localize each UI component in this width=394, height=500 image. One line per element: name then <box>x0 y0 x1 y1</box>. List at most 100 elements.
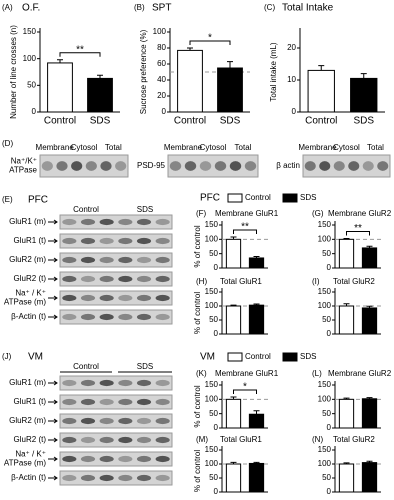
y-tick-label: 20 <box>157 91 166 100</box>
panel-label: (K) <box>196 369 207 378</box>
group-header: SDS <box>137 205 153 214</box>
x-tick-label: SDS <box>353 116 374 127</box>
y-tick-label: 50 <box>322 315 331 324</box>
blot-band <box>118 398 133 406</box>
y-tick-label: 60 <box>157 59 166 68</box>
significance: ** <box>241 222 249 233</box>
error-bar <box>366 397 373 399</box>
blot-band <box>136 398 152 406</box>
chart-title: Total GluR1 <box>220 435 262 444</box>
blot-band <box>99 313 114 321</box>
column-header: Membrane <box>298 143 337 152</box>
y-tick-label: 100 <box>318 394 332 403</box>
blot-band <box>80 313 96 321</box>
bar <box>225 463 242 493</box>
blot-band <box>319 161 331 171</box>
panel-label: (N) <box>312 435 323 444</box>
error-bar <box>253 410 260 415</box>
column-header: Cytosol <box>200 143 227 152</box>
blot-band <box>136 256 152 264</box>
blot-band <box>136 294 152 302</box>
blot-band <box>99 237 114 245</box>
error-bar <box>230 396 237 400</box>
chart-title: Total Intake <box>282 3 334 14</box>
protein-label: β actin <box>276 161 300 170</box>
bar <box>338 463 355 493</box>
significance-bracket <box>59 52 101 57</box>
blot-band <box>377 161 389 171</box>
y-tick-label: 50 <box>209 249 218 258</box>
blot-band <box>118 379 133 387</box>
blot-band <box>62 455 77 463</box>
chart-title: SPT <box>152 3 171 14</box>
row-label: GluR1 (t) <box>14 397 47 406</box>
significance-bracket <box>233 389 257 395</box>
blot-band <box>99 474 114 482</box>
bar <box>47 62 73 113</box>
panel-label: (L) <box>312 369 322 378</box>
chart-title: Total GluR2 <box>333 277 375 286</box>
bar <box>87 77 113 113</box>
y-tick-label: 50 <box>27 80 36 89</box>
blot-band <box>100 161 112 171</box>
blot-band <box>99 436 114 444</box>
panel-label: (G) <box>312 209 324 218</box>
blot-band <box>80 474 96 482</box>
blot-band <box>118 218 133 226</box>
blot-band <box>155 313 170 321</box>
blot-band <box>136 379 152 387</box>
blot-band <box>118 237 133 245</box>
blot-band <box>136 237 152 245</box>
panel-label: (B) <box>134 3 145 12</box>
blot-band <box>56 161 68 171</box>
bar <box>338 238 355 269</box>
blot-image <box>59 375 173 391</box>
y-tick-label: 80 <box>157 43 166 52</box>
row-label: GluR1 (m) <box>9 378 46 387</box>
blot-band <box>99 417 114 425</box>
column-header: Cytosol <box>71 143 98 152</box>
error-bar <box>253 461 260 464</box>
region-label: VM <box>28 352 43 363</box>
blot-band <box>169 161 182 171</box>
blot-band <box>80 256 96 264</box>
blot-band <box>155 256 170 264</box>
error-bar <box>318 65 325 71</box>
blot-image <box>59 214 173 230</box>
y-axis-label: Total intake (mL) <box>269 42 278 101</box>
y-axis-label: % of control <box>193 225 202 267</box>
blot-image <box>59 451 173 467</box>
blot-band <box>118 417 133 425</box>
y-tick-label: 0 <box>162 107 167 116</box>
y-axis-label: Number of line crosses (n) <box>9 25 18 119</box>
error-bar <box>57 59 63 63</box>
blot-band <box>136 474 152 482</box>
y-tick-label: 100 <box>318 459 332 468</box>
panel-label: (C) <box>264 3 275 12</box>
error-bar <box>366 305 373 308</box>
y-tick-label: 150 <box>23 27 37 36</box>
y-tick-label: 100 <box>205 301 219 310</box>
y-tick-label: 150 <box>318 445 332 454</box>
error-bar <box>227 61 233 68</box>
legend-swatch <box>227 193 243 203</box>
blot-band <box>85 161 97 171</box>
bar <box>225 238 242 269</box>
y-tick-label: 100 <box>205 459 219 468</box>
error-bar <box>230 236 237 240</box>
y-tick-label: 50 <box>322 409 331 418</box>
row-label: GluR1 (m) <box>9 217 46 226</box>
blot-band <box>155 474 170 482</box>
row-label: GluR2 (t) <box>14 274 47 283</box>
significance: ** <box>76 44 84 55</box>
blot-band <box>62 417 77 425</box>
error-bar <box>343 397 350 400</box>
blot-band <box>80 237 96 245</box>
blot-band <box>80 436 96 444</box>
error-bar <box>253 256 260 258</box>
blot-band <box>184 161 197 171</box>
y-tick-label: 0 <box>214 423 219 432</box>
row-label: β-Actin (t) <box>11 312 46 321</box>
legend-swatch <box>282 193 298 203</box>
